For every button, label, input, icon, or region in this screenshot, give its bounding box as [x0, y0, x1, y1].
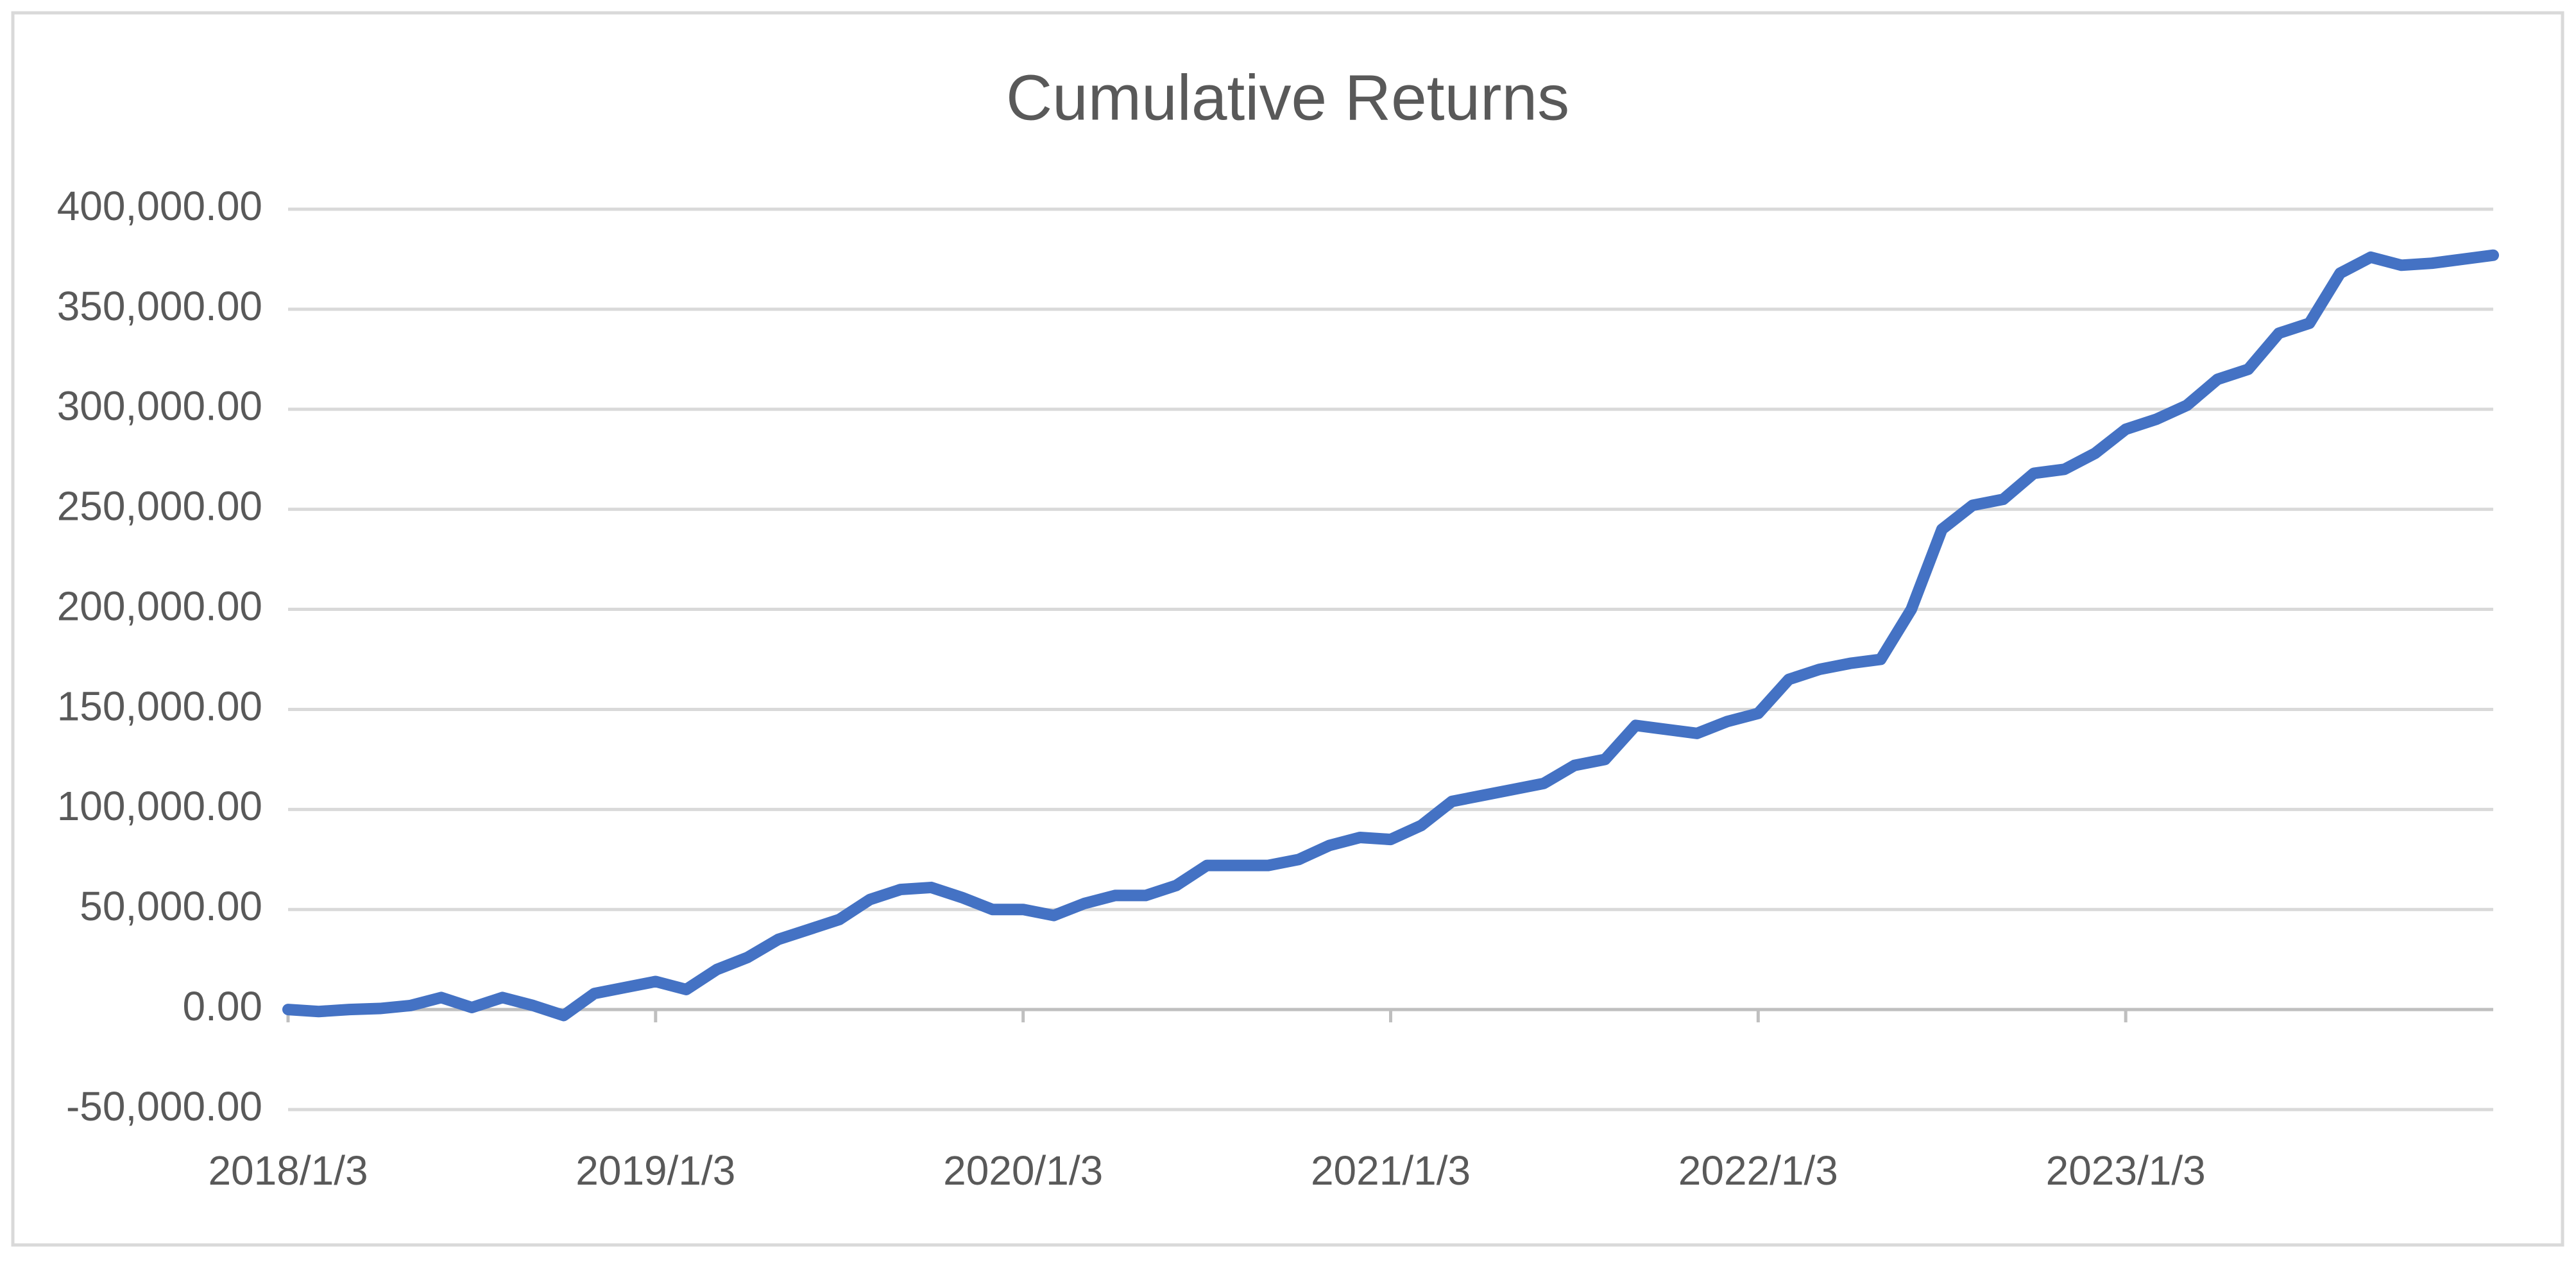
chart-title: Cumulative Returns — [1006, 62, 1569, 133]
y-tick-label: 400,000.00 — [57, 183, 262, 229]
x-tick-label: 2019/1/3 — [576, 1147, 735, 1194]
y-tick-label: 300,000.00 — [57, 383, 262, 429]
x-tick-label: 2020/1/3 — [943, 1147, 1103, 1194]
y-tick-label: 350,000.00 — [57, 283, 262, 329]
y-tick-label: 100,000.00 — [57, 783, 262, 829]
y-tick-label: 0.00 — [182, 983, 262, 1029]
y-tick-label: 200,000.00 — [57, 583, 262, 629]
y-tick-label: -50,000.00 — [66, 1083, 262, 1129]
y-tick-label: 50,000.00 — [80, 883, 262, 929]
x-tick-label: 2021/1/3 — [1311, 1147, 1471, 1194]
y-tick-label: 150,000.00 — [57, 683, 262, 729]
y-tick-label: 250,000.00 — [57, 483, 262, 529]
x-tick-label: 2023/1/3 — [2046, 1147, 2206, 1194]
chart-border — [11, 11, 2564, 1247]
x-tick-label: 2018/1/3 — [208, 1147, 368, 1194]
x-tick-label: 2022/1/3 — [1678, 1147, 1838, 1194]
data-line — [282, 249, 2499, 1022]
